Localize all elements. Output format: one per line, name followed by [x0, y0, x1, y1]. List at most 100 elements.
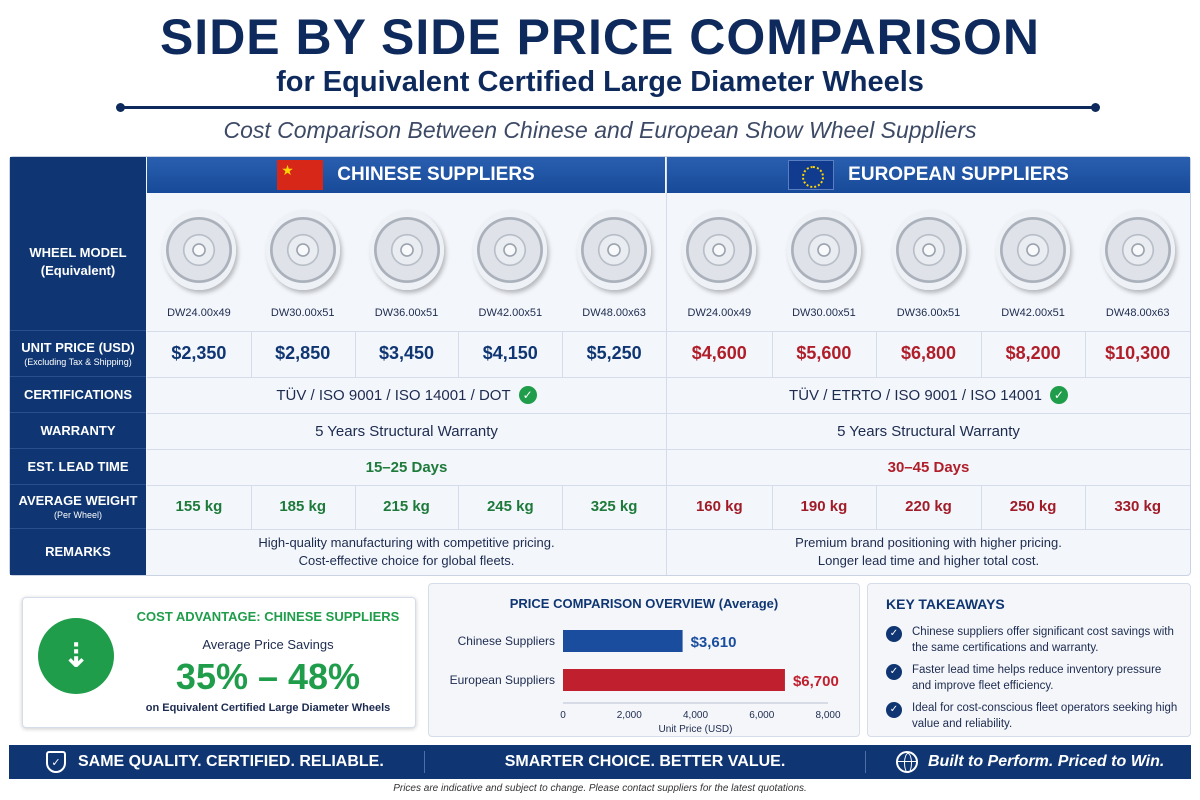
chart-value-label: $3,610 — [691, 634, 737, 651]
chart-bar — [563, 669, 785, 691]
row-label-model-text: WHEEL MODEL — [29, 244, 127, 260]
row-divider — [147, 449, 1190, 450]
header-divider — [116, 103, 1100, 112]
chinese-unit-price: $4,150 — [482, 343, 538, 363]
chinese-average-weight: 325 kg — [590, 498, 638, 515]
row-label-lead-time: EST. LEAD TIME — [10, 449, 146, 485]
key-takeaways-title: KEY TAKEAWAYS — [886, 596, 1005, 612]
european-suppliers-title: EUROPEAN SUPPLIERS — [848, 164, 1069, 185]
european-average-weight: 220 kg — [905, 498, 952, 515]
banner-right: Built to Perform. Priced to Win. — [896, 745, 1164, 779]
european-unit-price: $4,600 — [691, 343, 747, 363]
row-label-weight-text: AVERAGE WEIGHT — [18, 492, 138, 508]
supplier-divider — [666, 157, 667, 575]
wheel-image — [161, 210, 236, 290]
page-subtitle: for Equivalent Certified Large Diameter … — [276, 66, 924, 98]
row-divider — [147, 485, 1190, 486]
chinese-remarks-line: High-quality manufacturing with competit… — [258, 534, 555, 550]
china-flag-icon — [277, 160, 324, 190]
shield-check-icon: ✓ — [46, 751, 66, 773]
takeaway-item: ✓ Chinese suppliers offer significant co… — [886, 625, 1182, 656]
chinese-certifications-text: TÜV / ISO 9001 / ISO 14001 / DOT — [276, 386, 511, 404]
chart-title: PRICE COMPARISON OVERVIEW (Average) — [509, 596, 779, 611]
chinese-remarks: High-quality manufacturing with competit… — [147, 529, 666, 575]
cell-divider — [1085, 485, 1087, 529]
coins-down-arrow-icon: ⇣ — [38, 618, 114, 694]
cell-divider — [250, 485, 252, 529]
row-label-model-sub: (Equivalent) — [40, 262, 116, 278]
european-lead-time: 30–45 Days — [887, 458, 970, 476]
row-label-model: WHEEL MODEL (Equivalent) — [10, 193, 146, 331]
row-label-price-sub: (Excluding Tax & Shipping) — [24, 357, 132, 368]
row-label-warranty: WARRANTY — [10, 413, 146, 449]
european-unit-price: $5,600 — [796, 343, 852, 363]
check-circle-icon: ✓ — [1049, 386, 1068, 404]
chinese-average-weight: 185 kg — [279, 498, 327, 515]
cell-divider — [562, 331, 564, 377]
chart-tick-label: 0 — [560, 710, 566, 721]
chart-category-label: European Suppliers — [450, 673, 555, 687]
chinese-suppliers-title: CHINESE SUPPLIERS — [337, 164, 535, 185]
takeaway-text: Chinese suppliers offer significant cost… — [912, 626, 1174, 654]
chinese-wheel-model: DW24.00x49 — [167, 307, 231, 319]
chart-tick-label: 2,000 — [617, 710, 642, 721]
banner-center: SMARTER CHOICE. BETTER VALUE. — [504, 753, 786, 770]
cell-divider — [771, 331, 773, 377]
european-average-weight: 330 kg — [1114, 498, 1162, 515]
cell-divider — [980, 485, 982, 529]
globe-icon — [896, 751, 918, 773]
row-label-certifications-text: CERTIFICATIONS — [23, 386, 133, 402]
european-certifications: TÜV / ETRTO / ISO 9001 / ISO 14001 ✓ — [667, 377, 1190, 413]
european-average-weight: 250 kg — [1009, 498, 1057, 515]
page-title: SIDE BY SIDE PRICE COMPARISON — [159, 9, 1041, 65]
page-tagline: Cost Comparison Between Chinese and Euro… — [223, 117, 977, 143]
row-label-certifications: CERTIFICATIONS — [10, 377, 146, 413]
chinese-unit-price: $5,250 — [586, 343, 642, 363]
chinese-suppliers-header: CHINESE SUPPLIERS — [147, 157, 665, 193]
chart-value-label: $6,700 — [793, 673, 839, 690]
european-wheel-model: DW36.00x51 — [896, 307, 961, 319]
key-takeaways-card — [867, 583, 1191, 737]
chinese-unit-price: $3,450 — [378, 343, 435, 363]
row-label-price-text: UNIT PRICE (USD) — [21, 339, 135, 355]
price-overview-card — [428, 583, 860, 737]
price-overview-chart: Chinese Suppliers $3,610 European Supplier… — [450, 630, 841, 735]
cost-advantage-subtitle: Average Price Savings — [202, 637, 334, 652]
row-divider — [147, 331, 1190, 332]
european-remarks-line: Longer lead time and higher total cost. — [817, 553, 1040, 568]
chinese-unit-price: $2,350 — [171, 343, 227, 363]
cell-divider — [876, 485, 878, 529]
disclaimer: Prices are indicative and subject to cha… — [393, 783, 807, 794]
chinese-wheel-model: DW42.00x51 — [478, 307, 543, 319]
row-label-warranty-text: WARRANTY — [40, 422, 116, 438]
wheel-image — [265, 210, 340, 290]
chart-tick-label: 4,000 — [683, 710, 708, 721]
takeaway-item: ✓ Ideal for cost-conscious fleet operato… — [886, 701, 1182, 732]
row-label-remarks: REMARKS — [10, 529, 146, 575]
cell-divider — [876, 331, 878, 377]
chinese-remarks-line: Cost-effective choice for global fleets. — [298, 553, 515, 568]
row-label-column — [10, 157, 146, 575]
wheel-image — [891, 210, 966, 290]
chinese-average-weight: 245 kg — [486, 498, 534, 515]
check-circle-icon: ✓ — [518, 386, 537, 404]
cost-advantage-footnote: on Equivalent Certified Large Diameter W… — [145, 702, 391, 714]
chinese-certifications: TÜV / ISO 9001 / ISO 14001 / DOT ✓ — [147, 377, 666, 413]
row-label-remarks-text: REMARKS — [45, 544, 111, 560]
chart-tick-label: 6,000 — [749, 710, 774, 721]
wheel-image — [682, 210, 757, 290]
cost-advantage-title: COST ADVANTAGE: CHINESE SUPPLIERS — [136, 609, 400, 624]
row-divider — [147, 413, 1190, 414]
wheel-image — [369, 210, 444, 290]
wheel-image — [1100, 210, 1175, 290]
banner-left-text: SAME QUALITY. CERTIFIED. RELIABLE. — [78, 753, 384, 770]
european-wheel-model: DW30.00x51 — [792, 307, 856, 319]
check-circle-icon: ✓ — [886, 664, 902, 680]
cell-divider — [1085, 331, 1087, 377]
check-circle-icon: ✓ — [886, 702, 902, 718]
european-average-weight: 160 kg — [695, 498, 743, 515]
european-unit-price: $6,800 — [900, 343, 957, 363]
row-label-price: UNIT PRICE (USD) (Excluding Tax & Shippi… — [10, 331, 146, 377]
wheel-image — [577, 210, 652, 290]
banner-divider — [865, 751, 866, 773]
